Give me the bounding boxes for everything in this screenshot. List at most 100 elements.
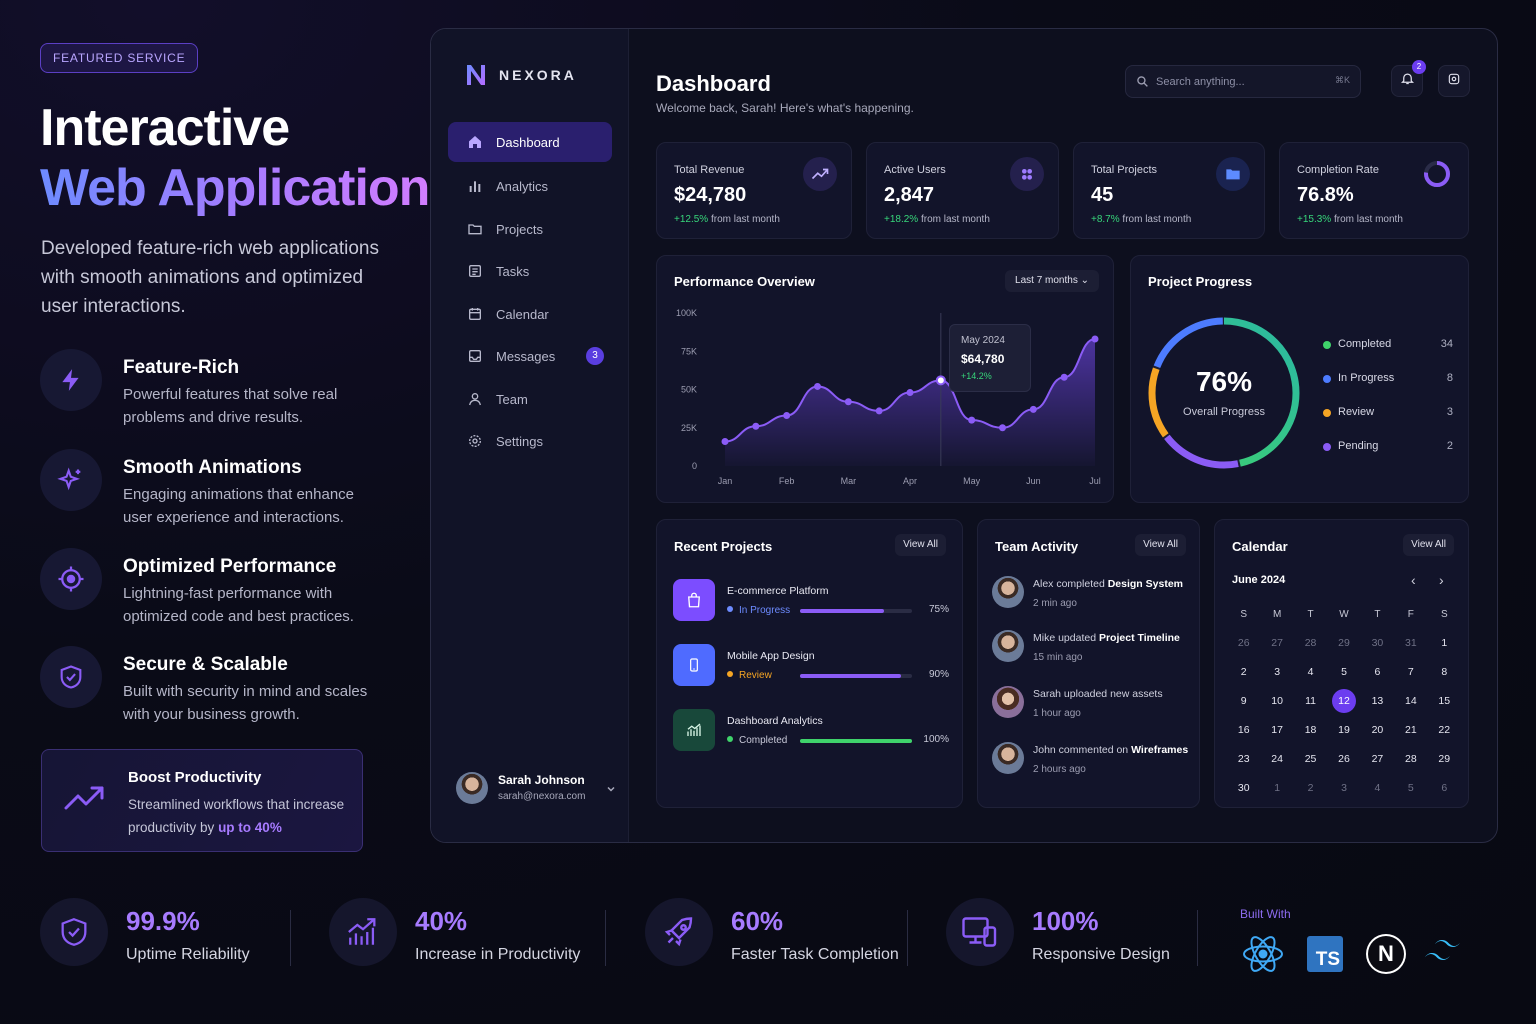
calendar-day[interactable]: 23 bbox=[1237, 753, 1250, 765]
calendar-day[interactable]: 6 bbox=[1374, 666, 1381, 678]
data-point[interactable] bbox=[906, 389, 914, 397]
gear-icon bbox=[466, 432, 484, 450]
calendar-day[interactable]: 3 bbox=[1274, 666, 1281, 678]
stat-value: 60% bbox=[731, 906, 784, 936]
sidebar-item-analytics[interactable]: Analytics bbox=[448, 166, 612, 206]
chevron-right-icon[interactable]: › bbox=[1439, 572, 1444, 588]
data-point[interactable] bbox=[1091, 335, 1099, 343]
settings-button[interactable] bbox=[1438, 65, 1470, 97]
calendar-day[interactable]: 26 bbox=[1338, 753, 1350, 765]
chevron-left-icon[interactable]: ‹ bbox=[1411, 572, 1416, 588]
calendar-day[interactable]: 26 bbox=[1237, 637, 1250, 649]
progress-bar bbox=[800, 609, 912, 613]
x-tick-label: Apr bbox=[903, 476, 917, 486]
calendar-day[interactable]: 16 bbox=[1237, 724, 1250, 736]
stat-task-completion: 60% Faster Task Completion bbox=[645, 898, 905, 978]
featured-badge: FEATURED SERVICE bbox=[40, 43, 199, 73]
calendar-day[interactable]: 15 bbox=[1438, 695, 1451, 707]
data-point[interactable] bbox=[935, 375, 946, 386]
data-point[interactable] bbox=[844, 398, 852, 406]
calendar-day[interactable]: 10 bbox=[1271, 695, 1283, 707]
calendar-day[interactable]: 7 bbox=[1407, 666, 1414, 678]
activity-time: 15 min ago bbox=[1033, 652, 1083, 663]
calendar-day[interactable]: 28 bbox=[1304, 637, 1317, 649]
calendar-day[interactable]: 24 bbox=[1271, 753, 1283, 765]
data-point[interactable] bbox=[1029, 405, 1037, 413]
calendar-day[interactable]: 1 bbox=[1274, 782, 1281, 794]
data-point[interactable] bbox=[999, 424, 1006, 432]
data-point[interactable] bbox=[752, 422, 760, 430]
sidebar-item-team[interactable]: Team bbox=[448, 379, 612, 419]
view-all-button[interactable]: View All bbox=[1135, 534, 1186, 556]
calendar-day[interactable]: 20 bbox=[1371, 724, 1384, 736]
calendar-day[interactable]: 2 bbox=[1307, 782, 1314, 794]
list-item[interactable]: John commented on Wireframes 2 hours ago bbox=[992, 742, 1192, 782]
search-input[interactable]: Search anything... ⌘K bbox=[1125, 65, 1361, 98]
calendar-day[interactable]: 17 bbox=[1271, 724, 1283, 736]
card-title: Performance Overview bbox=[674, 274, 815, 289]
calendar-day[interactable]: 4 bbox=[1307, 666, 1314, 678]
list-item[interactable]: Dashboard Analytics Completed 100% bbox=[673, 709, 949, 753]
page-subtitle: Welcome back, Sarah! Here's what's happe… bbox=[656, 101, 914, 115]
calendar-day[interactable]: 14 bbox=[1405, 695, 1417, 707]
data-point[interactable] bbox=[721, 438, 729, 446]
list-item[interactable]: E-commerce Platform In Progress 75% bbox=[673, 579, 949, 623]
progress-bar bbox=[800, 674, 912, 678]
calendar-day[interactable]: 22 bbox=[1438, 724, 1451, 736]
calendar-day[interactable]: 1 bbox=[1441, 637, 1448, 649]
list-item[interactable]: Alex completed Design System 2 min ago bbox=[992, 576, 1192, 616]
calendar-day[interactable]: 9 bbox=[1240, 695, 1247, 707]
view-all-button[interactable]: View All bbox=[1403, 534, 1454, 556]
calendar-day[interactable]: 11 bbox=[1305, 695, 1317, 707]
calendar-day[interactable]: 29 bbox=[1438, 753, 1451, 765]
calendar-day[interactable]: 19 bbox=[1338, 724, 1350, 736]
recent-projects-card: Recent Projects View All E-commerce Plat… bbox=[656, 519, 963, 808]
calendar-day[interactable]: 31 bbox=[1405, 637, 1417, 649]
sidebar-item-messages[interactable]: Messages 3 bbox=[448, 336, 612, 376]
calendar-day[interactable]: 27 bbox=[1371, 753, 1384, 765]
calendar-day[interactable]: 5 bbox=[1341, 666, 1347, 678]
user-profile-menu[interactable]: Sarah Johnson sarah@nexora.com bbox=[456, 769, 616, 809]
sidebar-item-label: Projects bbox=[496, 221, 543, 237]
calendar-day[interactable]: 4 bbox=[1374, 782, 1381, 794]
calendar-day[interactable]: 18 bbox=[1304, 724, 1317, 736]
calendar-day[interactable]: 30 bbox=[1237, 782, 1250, 794]
calendar-day[interactable]: 25 bbox=[1304, 753, 1317, 765]
sidebar-item-projects[interactable]: Projects bbox=[448, 209, 612, 249]
calendar-day[interactable]: 30 bbox=[1371, 637, 1384, 649]
calendar-day[interactable]: 8 bbox=[1441, 666, 1448, 678]
feature-item: Secure & Scalable Built with security in… bbox=[40, 646, 380, 726]
calendar-day[interactable]: 28 bbox=[1405, 753, 1417, 765]
view-all-button[interactable]: View All bbox=[895, 534, 946, 556]
sidebar-item-tasks[interactable]: Tasks bbox=[448, 251, 612, 291]
list-item[interactable]: Mike updated Project Timeline 15 min ago bbox=[992, 630, 1192, 670]
range-dropdown[interactable]: Last 7 months ⌄ bbox=[1005, 270, 1099, 292]
target-icon bbox=[40, 548, 102, 610]
kpi-label: Completion Rate bbox=[1297, 164, 1379, 176]
calendar-day[interactable]: 3 bbox=[1341, 782, 1347, 794]
calendar-day[interactable]: 2 bbox=[1240, 666, 1247, 678]
divider bbox=[290, 910, 291, 966]
user-email: sarah@nexora.com bbox=[498, 791, 586, 802]
calendar-day[interactable]: 27 bbox=[1271, 637, 1283, 649]
calendar-day[interactable]: 21 bbox=[1405, 724, 1417, 736]
data-point[interactable] bbox=[968, 416, 976, 424]
calendar-day[interactable]: 13 bbox=[1371, 695, 1384, 707]
data-point[interactable] bbox=[783, 412, 791, 420]
sidebar-item-calendar[interactable]: Calendar bbox=[448, 294, 612, 334]
calendar-day[interactable]: 29 bbox=[1338, 637, 1350, 649]
data-point[interactable] bbox=[814, 382, 821, 390]
calendar-day[interactable]: 5 bbox=[1407, 782, 1414, 794]
list-item[interactable]: Sarah uploaded new assets 1 hour ago bbox=[992, 686, 1192, 726]
calendar-day[interactable]: 12 bbox=[1327, 687, 1360, 716]
brand-logo[interactable]: NEXORA bbox=[465, 63, 577, 87]
list-item[interactable]: Mobile App Design Review 90% bbox=[673, 644, 949, 688]
kpi-change: +8.7% from last month bbox=[1091, 214, 1192, 225]
sidebar-item-dashboard[interactable]: Dashboard bbox=[448, 122, 612, 162]
sidebar-item-label: Messages bbox=[496, 348, 556, 364]
calendar-day[interactable]: 6 bbox=[1441, 782, 1448, 794]
notifications-button[interactable]: 2 bbox=[1391, 60, 1426, 97]
sidebar-item-settings[interactable]: Settings bbox=[448, 421, 612, 461]
data-point[interactable] bbox=[875, 407, 883, 415]
data-point[interactable] bbox=[1060, 373, 1068, 381]
